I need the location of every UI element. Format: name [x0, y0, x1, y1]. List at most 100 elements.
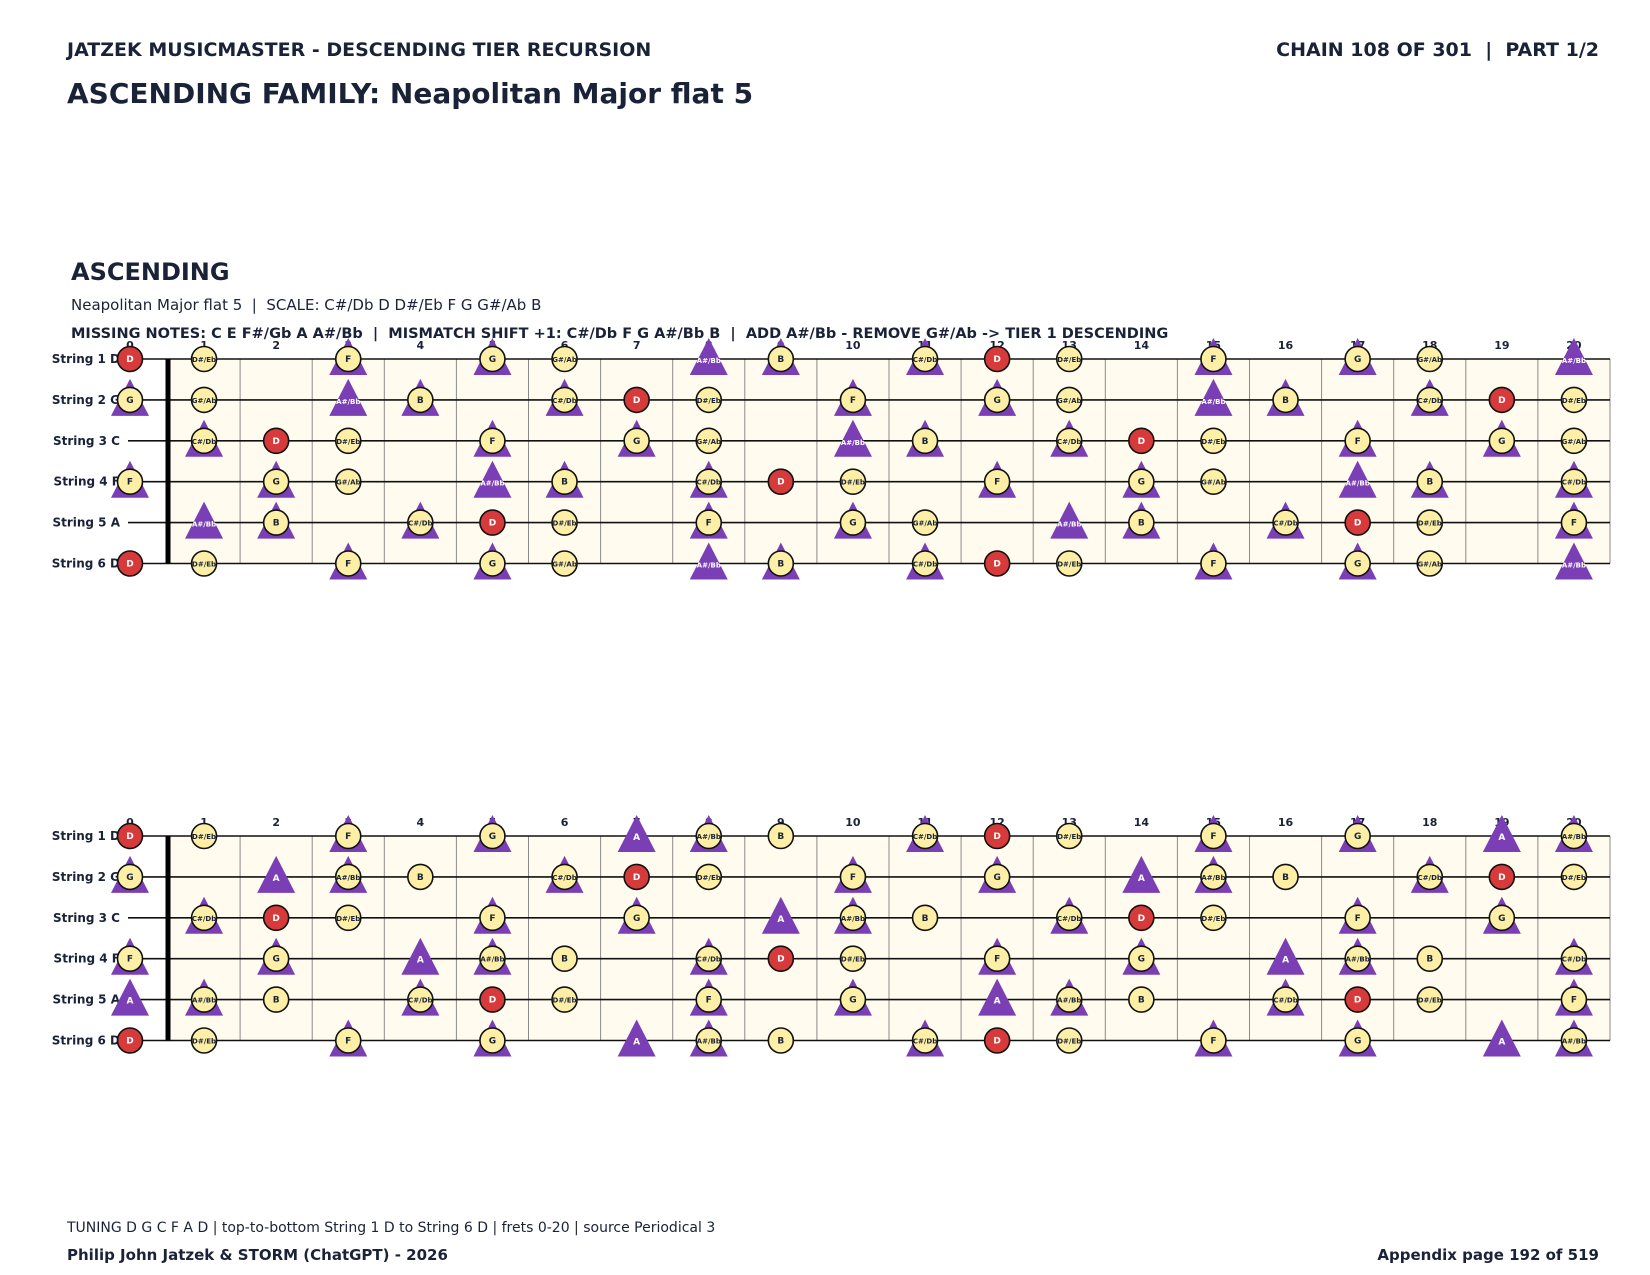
shift-triangle: [1482, 815, 1521, 852]
note-label: C#/Db: [697, 479, 721, 487]
note-marker: [479, 427, 506, 455]
note-marker: [839, 509, 867, 536]
note-marker: [767, 345, 795, 373]
note-marker: [695, 945, 723, 973]
note-label: D#/Eb: [1057, 833, 1081, 841]
note-marker: [334, 427, 362, 455]
note-marker: [1560, 468, 1588, 496]
credit: Philip John Jatzek & STORM (ChatGPT) - 2…: [67, 1246, 448, 1264]
note-marker: [1055, 427, 1083, 455]
note-label: A: [417, 956, 424, 966]
note-marker: [911, 345, 939, 373]
note-marker: [262, 468, 290, 496]
note-label: B: [561, 478, 568, 488]
note-marker: [551, 986, 578, 1013]
note-label: F: [127, 955, 133, 965]
note-label: A#/Bb: [1562, 833, 1586, 841]
note-label: A: [127, 997, 134, 1007]
root-marker: [623, 863, 650, 891]
note-label: F: [850, 873, 856, 883]
series-title: JATZEK MUSICMASTER - DESCENDING TIER REC…: [65, 39, 651, 61]
note-marker: [911, 427, 939, 455]
shift-triangle: [1554, 542, 1593, 580]
note-marker: [1416, 468, 1444, 496]
note-label: B: [1282, 873, 1289, 883]
note-label: G: [849, 996, 856, 1006]
note-label: D#/Eb: [841, 479, 865, 487]
note-label: A#/Bb: [192, 997, 216, 1005]
note-label: C#/Db: [1418, 397, 1442, 405]
note-label: F: [345, 355, 351, 365]
note-marker: [334, 468, 362, 496]
note-marker: [334, 904, 362, 932]
string-label: String 6 D: [52, 557, 120, 571]
root-marker: [623, 386, 650, 414]
note-marker: [839, 386, 867, 414]
note-label: B: [922, 914, 929, 924]
note-label: C#/Db: [1057, 438, 1081, 446]
note-marker: [623, 427, 650, 455]
note-label: D: [993, 355, 1000, 365]
string-label: String 2 G: [52, 393, 120, 407]
root-marker: [1128, 904, 1155, 932]
note-label: D: [993, 560, 1000, 570]
note-marker: [1272, 986, 1299, 1013]
note-label: A#/Bb: [1057, 521, 1081, 529]
note-marker: [767, 822, 795, 850]
note-label: A#/Bb: [336, 398, 360, 406]
note-marker: [1055, 386, 1083, 414]
note-marker: [1416, 345, 1444, 373]
note-label: F: [706, 996, 712, 1006]
note-marker: [839, 945, 867, 973]
note-marker: [1200, 1027, 1227, 1054]
note-marker: [839, 986, 867, 1013]
note-label: C#/Db: [552, 397, 576, 405]
note-label: F: [345, 1037, 351, 1047]
note-marker: [695, 427, 723, 455]
shift-triangle: [1482, 1019, 1521, 1057]
note-marker: [551, 509, 578, 536]
note-label: A#/Bb: [1562, 357, 1586, 365]
note-marker: [479, 904, 506, 932]
note-label: C#/Db: [1562, 956, 1586, 964]
note-label: D#/Eb: [697, 874, 721, 882]
note-marker: [479, 822, 506, 850]
note-label: C#/Db: [408, 997, 432, 1005]
note-marker: [1200, 863, 1227, 891]
shift-triangle: [689, 542, 728, 580]
note-label: D: [272, 437, 279, 447]
note-label: D#/Eb: [1057, 356, 1081, 364]
note-label: C#/Db: [192, 438, 216, 446]
note-marker: [262, 509, 290, 536]
note-marker: [1344, 550, 1371, 577]
note-label: C#/Db: [408, 520, 432, 528]
shift-triangle: [1122, 855, 1161, 893]
note-marker: [767, 550, 795, 577]
note-label: G: [993, 873, 1000, 883]
note-marker: [695, 386, 723, 414]
note-marker: [1560, 822, 1588, 850]
note-label: A: [994, 997, 1001, 1007]
note-label: A: [633, 833, 640, 843]
note-marker: [839, 904, 867, 932]
note-marker: [1128, 509, 1155, 536]
note-marker: [1560, 863, 1588, 891]
string-label: String 4 F: [54, 475, 120, 489]
note-marker: [479, 1027, 506, 1054]
note-label: B: [1426, 955, 1433, 965]
note-marker: [695, 986, 723, 1013]
note-marker: [1344, 1027, 1371, 1054]
note-label: B: [561, 955, 568, 965]
note-marker: [1128, 945, 1155, 973]
note-label: D: [1498, 396, 1505, 406]
shift-triangle: [401, 937, 440, 975]
note-marker: [1055, 986, 1083, 1013]
note-label: G: [272, 955, 279, 965]
note-label: A#/Bb: [1346, 956, 1370, 964]
note-marker: [1055, 822, 1083, 850]
shift-triangle: [1554, 338, 1593, 375]
note-label: G: [272, 478, 279, 488]
note-label: B: [777, 560, 784, 570]
note-marker: [1200, 468, 1227, 496]
